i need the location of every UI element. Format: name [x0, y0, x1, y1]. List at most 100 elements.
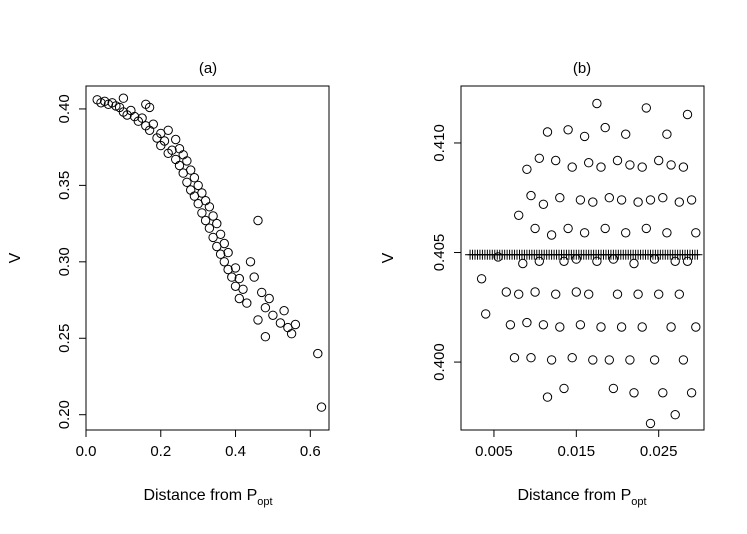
a-xtick-label: 0.6	[300, 443, 321, 460]
b-point	[649, 254, 660, 264]
b-point	[584, 158, 594, 168]
a-point	[189, 173, 200, 183]
b-point	[654, 155, 664, 166]
b-ytick-label: 0.410	[431, 124, 448, 162]
b-point	[633, 197, 643, 207]
b-point	[526, 190, 536, 201]
b-point	[538, 199, 549, 210]
a-point	[212, 218, 222, 229]
b-point	[571, 287, 581, 297]
b-point	[501, 287, 511, 297]
a-point	[257, 287, 267, 298]
b-point	[612, 289, 623, 299]
b-point	[563, 125, 573, 135]
b-point	[592, 256, 602, 266]
b-point	[600, 223, 610, 234]
b-point	[658, 388, 668, 398]
b-point	[637, 322, 647, 332]
a-point	[313, 348, 323, 359]
b-xtick-label: 0.005	[475, 443, 513, 460]
a-point	[215, 249, 226, 259]
b-point	[476, 274, 487, 284]
a-point	[186, 185, 196, 195]
b-point	[678, 162, 689, 172]
a-point	[264, 293, 274, 304]
panel-a-frame	[85, 85, 330, 431]
a-point	[242, 298, 252, 308]
panel-b-y-axis: 0.400 0.405 0.410	[431, 124, 461, 381]
b-point	[686, 195, 697, 205]
panel-a-xlabel-sub: opt	[257, 496, 272, 508]
a-point	[208, 211, 218, 221]
a-point	[148, 119, 159, 129]
b-point	[538, 320, 549, 330]
b-point	[629, 388, 639, 398]
b-point	[588, 355, 598, 365]
b-point	[670, 256, 680, 266]
b-point	[604, 193, 614, 203]
b-point	[514, 210, 524, 221]
a-point	[245, 257, 256, 267]
panel-b-xlabel-main: Distance from P	[517, 487, 631, 504]
b-point	[649, 355, 660, 365]
b-point	[678, 355, 689, 365]
b-point	[600, 122, 610, 133]
a-point	[174, 144, 185, 154]
b-point	[509, 353, 520, 363]
panel-a-title: (a)	[199, 60, 217, 77]
a-point	[204, 223, 215, 233]
a-point	[286, 329, 297, 339]
b-point	[596, 162, 606, 172]
a-point	[230, 263, 241, 273]
b-point	[584, 289, 594, 299]
b-point	[616, 195, 627, 205]
b-point	[596, 322, 606, 332]
panel-a-xlabel-main: Distance from P	[143, 487, 257, 504]
a-ytick-label: 0.25	[56, 324, 73, 353]
b-point	[534, 256, 544, 266]
b-point	[621, 228, 631, 238]
a-point	[260, 303, 271, 313]
a-point	[171, 134, 181, 145]
b-point	[674, 197, 684, 207]
panel-b-frame	[460, 85, 705, 431]
a-xtick-label: 0.4	[225, 443, 246, 460]
b-point	[621, 129, 631, 139]
a-point	[290, 319, 301, 330]
b-point	[674, 289, 684, 299]
a-point	[219, 257, 230, 267]
panel-b-points	[476, 98, 701, 429]
b-point	[662, 228, 672, 238]
b-point	[546, 230, 557, 240]
b-point	[686, 388, 697, 398]
b-point	[608, 254, 619, 264]
a-point	[279, 306, 289, 316]
a-point	[223, 247, 233, 258]
b-point	[616, 322, 627, 332]
b-point	[625, 355, 635, 365]
a-point	[253, 215, 263, 226]
a-point	[200, 196, 211, 206]
a-point	[234, 293, 245, 304]
a-point	[238, 284, 248, 294]
b-point	[592, 98, 602, 109]
a-point	[159, 136, 170, 146]
b-point	[542, 392, 553, 402]
a-point	[268, 310, 278, 320]
b-point	[637, 162, 647, 172]
a-point	[204, 202, 215, 212]
b-point	[588, 197, 598, 207]
b-point	[530, 287, 540, 297]
a-point	[260, 332, 271, 342]
b-point	[522, 164, 532, 175]
a-point	[174, 160, 185, 171]
b-xtick-label: 0.025	[640, 443, 678, 460]
b-point	[546, 355, 557, 365]
b-point	[645, 195, 656, 205]
a-ytick-label: 0.20	[56, 400, 73, 429]
b-point	[551, 289, 561, 299]
a-point	[249, 272, 259, 282]
b-point	[493, 252, 503, 262]
panel-a-points	[92, 93, 327, 412]
b-point	[608, 383, 619, 394]
